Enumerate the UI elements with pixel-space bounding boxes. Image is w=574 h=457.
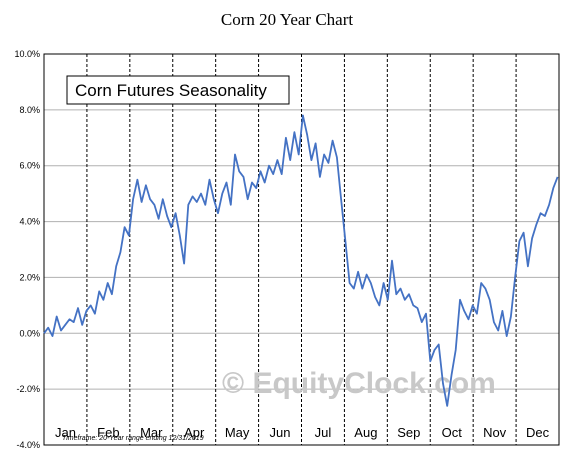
legend: Corn Futures Seasonality — [66, 75, 290, 105]
y-tick-label: 8.0% — [19, 105, 40, 115]
watermark: © EquityClock.com — [222, 367, 496, 400]
timeframe-note: Timeframe: 20-Year range ending 12/31/20… — [62, 435, 204, 442]
y-axis-labels: 10.0% 8.0% 6.0% 4.0% 2.0% 0.0% -2.0% -4.0% — [14, 49, 40, 450]
y-tick-label: 2.0% — [19, 272, 40, 282]
x-tick-label: May — [225, 425, 250, 440]
x-tick-label: Mar — [140, 425, 163, 440]
y-tick-label: -2.0% — [16, 384, 40, 394]
x-tick-label: Nov — [483, 425, 507, 440]
y-tick-label: 4.0% — [19, 217, 40, 227]
x-tick-label: Jul — [315, 425, 332, 440]
x-tick-label: Jan — [55, 425, 76, 440]
series-line — [43, 114, 559, 407]
x-axis-labels: Jan Feb Mar Apr May Jun Jul Aug Sep Oct Nov Dec — [55, 425, 550, 440]
y-tick-label: 0.0% — [19, 328, 40, 338]
y-tick-label: -4.0% — [16, 440, 40, 450]
plot-frame — [43, 53, 560, 446]
legend-label: Corn Futures Seasonality — [75, 81, 267, 100]
legend-box — [66, 75, 290, 105]
x-tick-label: Apr — [184, 425, 205, 440]
y-tick-label: 10.0% — [14, 49, 40, 59]
x-tick-label: Feb — [97, 425, 119, 440]
x-tick-label: Aug — [354, 425, 377, 440]
y-tick-label: 6.0% — [19, 161, 40, 171]
chart-grid — [44, 54, 559, 445]
x-tick-label: Oct — [442, 425, 463, 440]
x-tick-label: Jun — [270, 425, 291, 440]
x-tick-label: Dec — [526, 425, 550, 440]
page-title: Corn 20 Year Chart — [220, 10, 354, 29]
x-tick-label: Sep — [397, 425, 420, 440]
